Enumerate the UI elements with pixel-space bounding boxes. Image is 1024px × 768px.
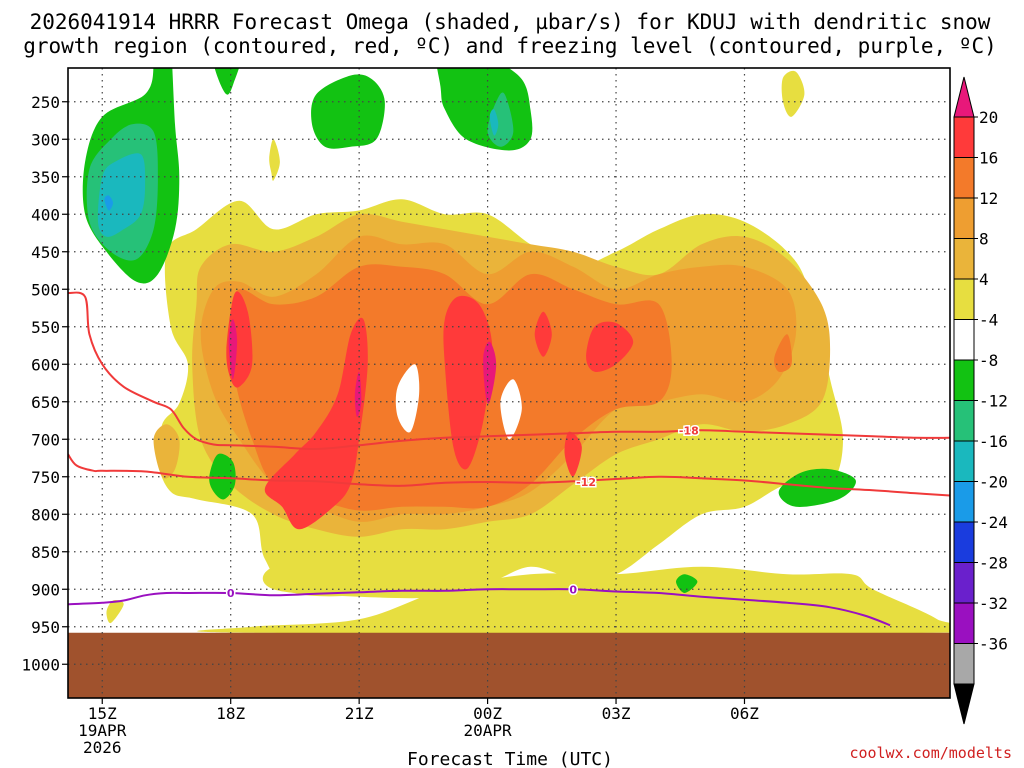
y-tick-label-550: 550 xyxy=(31,318,60,337)
colorbar-label-3: 8 xyxy=(979,230,989,249)
isotherm--12-line xyxy=(68,453,950,497)
colorbar-bin-9 xyxy=(953,481,975,523)
colorbar-bin-1 xyxy=(953,157,975,199)
omega-region-22-2 xyxy=(354,371,362,417)
y-tick-label-1000: 1000 xyxy=(21,655,60,674)
colorbar-bin-2 xyxy=(953,197,975,239)
omega-region--2-1 xyxy=(500,379,522,440)
isotherm--18-line xyxy=(68,291,950,451)
freezing-level-label-0: 0 xyxy=(227,587,235,600)
isotherm--18-label-0: -18 xyxy=(679,424,699,437)
colorbar-label-1: 16 xyxy=(979,149,998,168)
colorbar-bin-7 xyxy=(953,400,975,442)
omega-region--2-0 xyxy=(395,364,420,433)
omega-region-22-1 xyxy=(483,341,497,404)
plot-area: -18 -12 0 0 xyxy=(68,68,950,698)
isotherm--12-label-0: -12 xyxy=(576,476,596,489)
x-tick-label-00Z-1: 20APR xyxy=(464,721,513,740)
credit-text: coolwx.com/modelts xyxy=(849,744,1012,762)
y-tick-label-950: 950 xyxy=(31,618,60,637)
x-tick-label-06Z-0: 06Z xyxy=(730,704,759,723)
omega-region-6-0 xyxy=(153,424,180,479)
x-tick-label-00Z-0: 00Z xyxy=(473,704,502,723)
y-tick-label-400: 400 xyxy=(31,205,60,224)
y-axis-pressure: 250 300 350 400 450 500 550 600 650 700 750 800 850 9… xyxy=(21,93,68,674)
omega-region--6-2 xyxy=(311,74,385,149)
colorbar-label-8: -16 xyxy=(979,432,1008,451)
colorbar-bin-12 xyxy=(953,602,975,644)
x-tick-label-15Z-1: 19APR xyxy=(78,721,127,740)
x-tick-label-15Z-0: 15Z xyxy=(88,704,117,723)
colorbar-bin-6 xyxy=(953,359,975,401)
x-tick-label-15Z-2: 2026 xyxy=(83,738,122,757)
x-tick-label-18Z-0: 18Z xyxy=(216,704,245,723)
colorbar-label-10: -24 xyxy=(979,513,1008,532)
colorbar-bin-10 xyxy=(953,521,975,563)
colorbar-bin-8 xyxy=(953,440,975,482)
colorbar-label-5: -4 xyxy=(979,311,998,330)
chart-title-line-2: growth region (contoured, red, ºC) and f… xyxy=(23,34,997,58)
colorbar-bin-4 xyxy=(953,278,975,320)
x-axis-title: Forecast Time (UTC) xyxy=(407,749,613,768)
omega-region--14-0 xyxy=(97,153,146,237)
omega-colorbar: 20 16 12 8 4 -4 -8 -12 -16 -20 -24 -28 -32 -36 xyxy=(953,76,1008,725)
omega-region--14-1 xyxy=(489,109,499,136)
omega-region-2-2 xyxy=(197,566,950,635)
omega-region--6-4 xyxy=(209,453,236,500)
colorbar-bin-3 xyxy=(953,238,975,280)
omega-region--6-1 xyxy=(214,68,240,95)
colorbar-label-6: -8 xyxy=(979,351,998,370)
colorbar-label-0: 20 xyxy=(979,108,998,127)
y-tick-label-600: 600 xyxy=(31,355,60,374)
omega-region-14-1 xyxy=(774,334,792,373)
colorbar-label-2: 12 xyxy=(979,189,998,208)
colorbar-bin-11 xyxy=(953,562,975,604)
y-tick-label-900: 900 xyxy=(31,580,60,599)
colorbar-label-9: -20 xyxy=(979,473,1008,492)
ground-layer xyxy=(68,632,950,698)
colorbar-bin-0 xyxy=(953,116,975,158)
colorbar-bottom-arrow xyxy=(953,683,975,725)
ground-fill xyxy=(68,632,950,698)
x-tick-label-21Z-0: 21Z xyxy=(345,704,374,723)
colorbar-bin-5 xyxy=(953,319,975,361)
colorbar-label-11: -28 xyxy=(979,554,1008,573)
colorbar-top-arrow xyxy=(953,76,975,118)
x-tick-label-03Z-0: 03Z xyxy=(602,704,631,723)
omega-region-2-4 xyxy=(781,70,805,117)
chart-title-line-1: 2026041914 HRRR Forecast Omega (shaded, … xyxy=(30,10,991,34)
y-tick-label-450: 450 xyxy=(31,243,60,262)
omega-region-18-4 xyxy=(586,321,634,372)
y-tick-label-750: 750 xyxy=(31,468,60,487)
y-tick-label-800: 800 xyxy=(31,505,60,524)
omega-region-2-3 xyxy=(262,551,488,599)
colorbar-bin-13 xyxy=(953,643,975,685)
y-tick-label-650: 650 xyxy=(31,393,60,412)
y-tick-label-300: 300 xyxy=(31,130,60,149)
omega-region-2-1 xyxy=(106,600,124,624)
y-tick-label-500: 500 xyxy=(31,280,60,299)
plot-frame xyxy=(67,67,951,699)
colorbar-label-7: -12 xyxy=(979,392,1008,411)
colorbar-label-12: -32 xyxy=(979,594,1008,613)
y-tick-label-250: 250 xyxy=(31,93,60,112)
omega-region--18-0 xyxy=(104,195,113,211)
omega-region--6-6 xyxy=(676,574,698,593)
colorbar-label-13: -36 xyxy=(979,635,1008,654)
y-tick-label-350: 350 xyxy=(31,168,60,187)
omega-region-18-2 xyxy=(443,295,493,470)
omega-region-2-5 xyxy=(269,139,280,181)
omega-region-18-3 xyxy=(534,311,552,357)
y-tick-label-850: 850 xyxy=(31,543,60,562)
omega-shading xyxy=(82,68,950,635)
omega-region-18-5 xyxy=(564,431,582,477)
colorbar-label-4: 4 xyxy=(979,270,989,289)
isotherm-contours: -18 -12 0 0 xyxy=(68,291,950,627)
freezing-level-line xyxy=(68,588,891,627)
y-tick-label-700: 700 xyxy=(31,430,60,449)
freezing-level-label-1: 0 xyxy=(569,583,577,596)
